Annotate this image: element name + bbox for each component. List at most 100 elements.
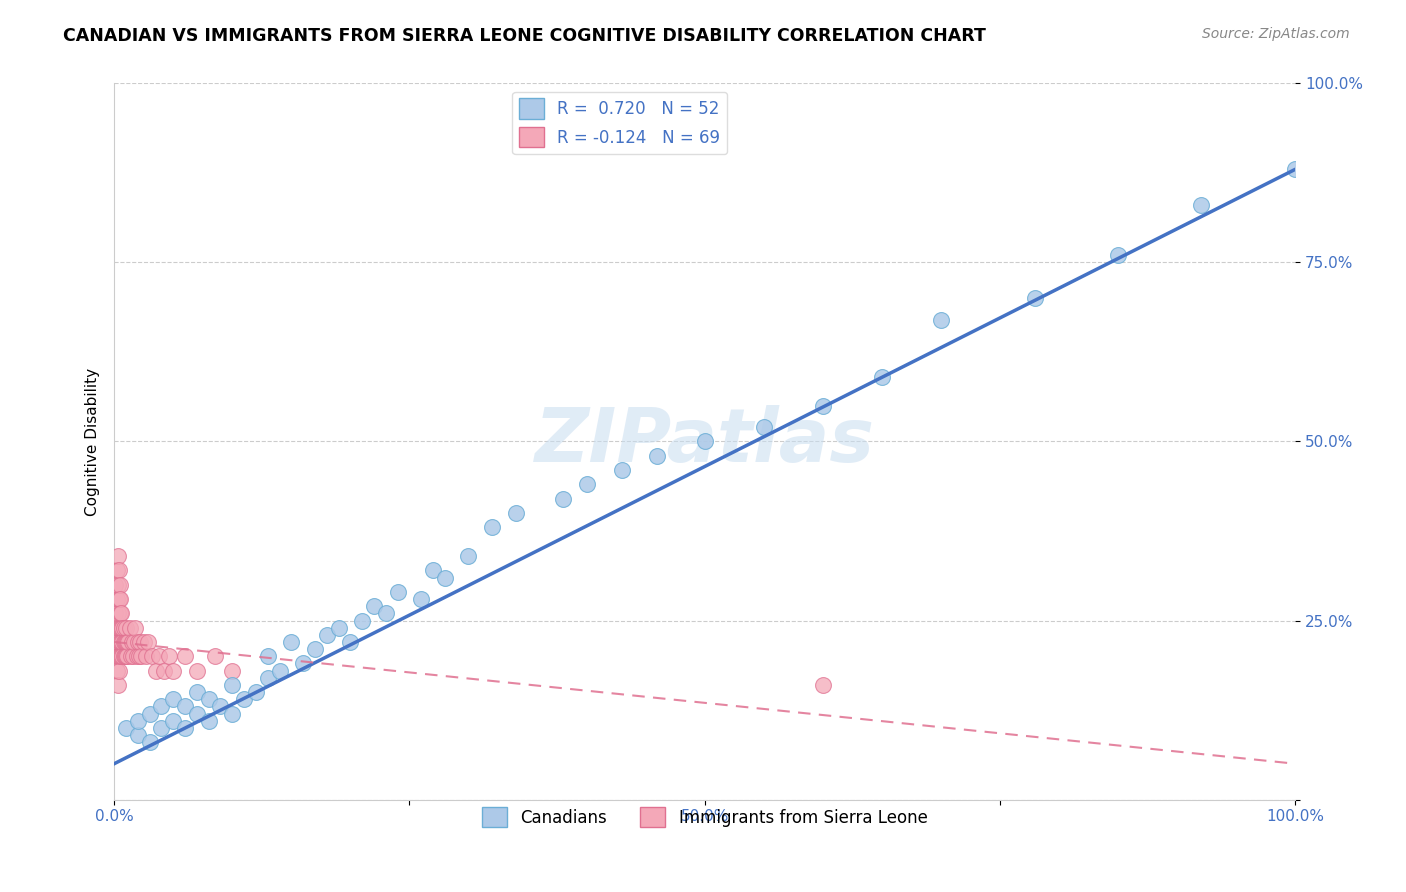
Point bbox=[647, 449, 669, 463]
Point bbox=[108, 592, 131, 607]
Point bbox=[138, 706, 160, 721]
Point bbox=[505, 506, 527, 520]
Point bbox=[132, 635, 155, 649]
Text: CANADIAN VS IMMIGRANTS FROM SIERRA LEONE COGNITIVE DISABILITY CORRELATION CHART: CANADIAN VS IMMIGRANTS FROM SIERRA LEONE… bbox=[63, 27, 986, 45]
Point bbox=[328, 621, 350, 635]
Point bbox=[104, 577, 127, 591]
Point bbox=[117, 635, 139, 649]
Point bbox=[115, 635, 138, 649]
Point bbox=[115, 721, 138, 735]
Point bbox=[315, 628, 337, 642]
Point bbox=[107, 577, 129, 591]
Point bbox=[108, 649, 131, 664]
Point bbox=[107, 607, 129, 621]
Point bbox=[245, 685, 267, 699]
Point bbox=[162, 692, 184, 706]
Point bbox=[108, 664, 131, 678]
Point bbox=[108, 563, 131, 577]
Point bbox=[1284, 162, 1306, 177]
Point bbox=[111, 635, 134, 649]
Point bbox=[127, 728, 149, 742]
Point bbox=[197, 692, 219, 706]
Point bbox=[107, 649, 129, 664]
Text: Source: ZipAtlas.com: Source: ZipAtlas.com bbox=[1202, 27, 1350, 41]
Point bbox=[148, 649, 170, 664]
Point bbox=[127, 635, 149, 649]
Point bbox=[108, 621, 131, 635]
Point bbox=[269, 664, 291, 678]
Point bbox=[108, 592, 131, 607]
Point bbox=[115, 621, 138, 635]
Point bbox=[121, 635, 143, 649]
Point bbox=[105, 621, 128, 635]
Point bbox=[107, 549, 129, 563]
Point bbox=[104, 607, 127, 621]
Point bbox=[152, 664, 174, 678]
Point bbox=[221, 706, 243, 721]
Point bbox=[233, 692, 256, 706]
Point bbox=[150, 721, 173, 735]
Point bbox=[115, 649, 138, 664]
Point bbox=[108, 649, 131, 664]
Point bbox=[125, 649, 148, 664]
Point bbox=[108, 577, 131, 591]
Point bbox=[162, 714, 184, 728]
Point bbox=[575, 477, 598, 491]
Point bbox=[221, 664, 243, 678]
Point bbox=[752, 420, 775, 434]
Point bbox=[174, 699, 197, 714]
Point bbox=[292, 657, 315, 671]
Point bbox=[457, 549, 479, 563]
Point bbox=[138, 735, 160, 749]
Y-axis label: Cognitive Disability: Cognitive Disability bbox=[86, 368, 100, 516]
Point bbox=[1024, 291, 1046, 305]
Point bbox=[693, 434, 716, 449]
Point bbox=[120, 649, 142, 664]
Point bbox=[111, 621, 134, 635]
Point bbox=[256, 671, 278, 685]
Point bbox=[111, 649, 134, 664]
Point bbox=[108, 607, 131, 621]
Point bbox=[811, 678, 834, 692]
Point bbox=[138, 635, 160, 649]
Point bbox=[127, 714, 149, 728]
Point bbox=[135, 649, 157, 664]
Point bbox=[112, 649, 135, 664]
Point bbox=[124, 621, 146, 635]
Point bbox=[387, 585, 409, 599]
Point bbox=[186, 664, 208, 678]
Point bbox=[551, 491, 574, 506]
Point bbox=[422, 563, 444, 577]
Point bbox=[110, 621, 132, 635]
Point bbox=[108, 621, 131, 635]
Point bbox=[610, 463, 633, 477]
Point bbox=[811, 399, 834, 413]
Point bbox=[157, 649, 180, 664]
Point bbox=[108, 635, 131, 649]
Point bbox=[141, 649, 163, 664]
Point bbox=[145, 664, 167, 678]
Point bbox=[374, 607, 396, 621]
Point bbox=[204, 649, 226, 664]
Point bbox=[122, 635, 145, 649]
Point bbox=[256, 649, 278, 664]
Point bbox=[929, 312, 952, 326]
Point bbox=[339, 635, 361, 649]
Point bbox=[870, 370, 893, 384]
Point bbox=[1107, 248, 1129, 262]
Point bbox=[105, 592, 128, 607]
Point bbox=[105, 563, 128, 577]
Point bbox=[280, 635, 302, 649]
Point bbox=[115, 635, 138, 649]
Point bbox=[110, 635, 132, 649]
Point bbox=[481, 520, 503, 534]
Point bbox=[114, 635, 136, 649]
Point bbox=[107, 678, 129, 692]
Point bbox=[112, 635, 135, 649]
Point bbox=[112, 621, 135, 635]
Point bbox=[110, 649, 132, 664]
Point bbox=[363, 599, 385, 614]
Point bbox=[114, 649, 136, 664]
Point bbox=[197, 714, 219, 728]
Point bbox=[105, 649, 128, 664]
